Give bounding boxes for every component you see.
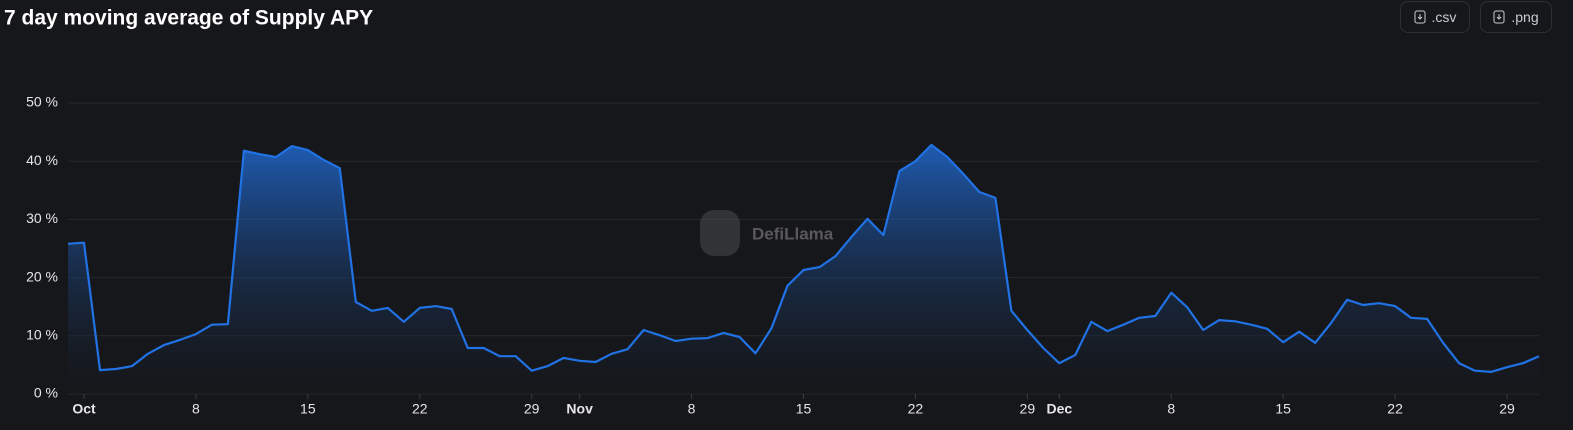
csv-label: .csv <box>1431 9 1457 25</box>
y-tick-label: 10 % <box>26 327 58 343</box>
x-tick-label: 22 <box>1387 401 1403 417</box>
csv-button[interactable]: .csv <box>1400 1 1470 33</box>
x-tick-label: 29 <box>524 401 540 417</box>
png-button[interactable]: .png <box>1480 1 1552 33</box>
x-tick-label: 15 <box>1275 401 1291 417</box>
x-tick-label: 15 <box>796 401 812 417</box>
download-icon <box>1414 10 1426 24</box>
download-icon <box>1493 10 1505 24</box>
chart-title: 7 day moving average of Supply APY <box>4 7 373 30</box>
x-tick-label: 8 <box>1167 401 1175 417</box>
x-tick-label: 29 <box>1499 401 1515 417</box>
x-tick-label: Nov <box>566 401 593 417</box>
x-tick-label: 8 <box>688 401 696 417</box>
y-tick-label: 40 % <box>26 152 58 168</box>
watermark: DefiLlama <box>700 210 834 256</box>
x-tick-label: 29 <box>1020 401 1036 417</box>
x-tick-label: 8 <box>192 401 200 417</box>
x-tick-label: 22 <box>412 401 428 417</box>
line <box>67 143 1540 373</box>
png-label: .png <box>1511 9 1539 25</box>
y-tick-label: 20 % <box>26 268 58 284</box>
y-tick-label: 30 % <box>26 210 58 226</box>
y-tick-label: 0 % <box>34 385 58 401</box>
x-tick-label: 22 <box>908 401 924 417</box>
watermark-text: DefiLlama <box>752 224 834 243</box>
x-tick-label: 15 <box>300 401 316 417</box>
x-tick-label: Oct <box>72 401 96 417</box>
y-tick-label: 50 % <box>26 94 58 110</box>
x-tick-label: Dec <box>1046 401 1072 417</box>
area <box>68 144 1539 394</box>
